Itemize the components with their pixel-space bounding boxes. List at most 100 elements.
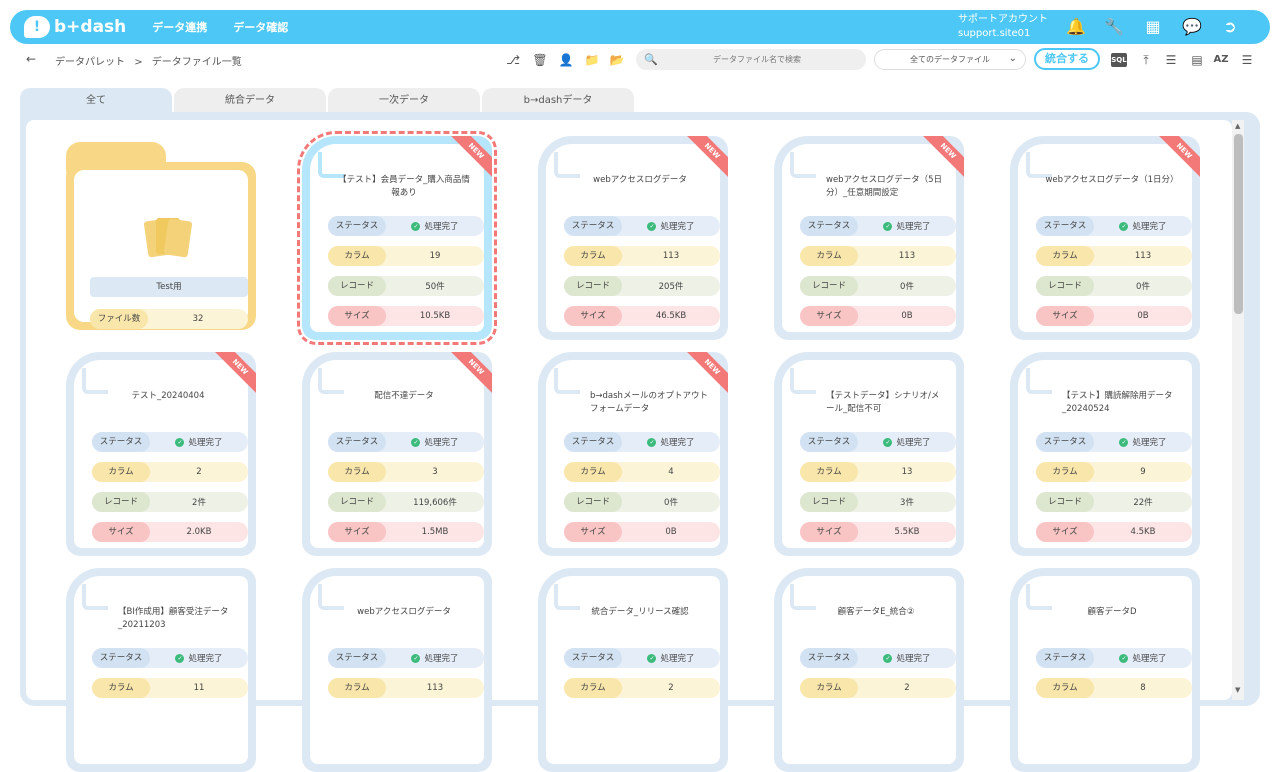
card-title: テスト_20240404: [131, 391, 205, 401]
upload-icon[interactable]: ⤒: [1143, 53, 1149, 67]
data-file-card[interactable]: 【BI作成用】顧客受注データ_20211203 ステータス ✓ 処理完了 カラム 11: [66, 568, 256, 772]
column-row: カラム 2: [92, 462, 248, 482]
status-value: ✓ 処理完了: [622, 652, 720, 664]
data-file-card[interactable]: 統合データ_リリース確認 ステータス ✓ 処理完了 カラム 2: [538, 568, 728, 772]
nav-data-integration[interactable]: データ連携: [152, 21, 208, 34]
size-row: サイズ 0B: [564, 522, 720, 542]
logout-icon[interactable]: ➲: [1223, 17, 1237, 36]
account-info[interactable]: サポートアカウント support.site01: [958, 13, 1048, 41]
breadcrumb: データパレット > データファイル一覧: [55, 53, 248, 68]
bell-icon[interactable]: 🔔: [1066, 17, 1086, 36]
column-label: カラム: [328, 678, 386, 698]
size-label: サイズ: [564, 522, 622, 542]
record-row: レコード 0件: [800, 276, 956, 296]
record-label: レコード: [800, 492, 858, 512]
status-value: ✓ 処理完了: [386, 652, 484, 664]
column-label: カラム: [1036, 246, 1094, 266]
record-row: レコード 0件: [564, 492, 720, 512]
column-row: カラム 113: [564, 246, 720, 266]
folder-move-icon[interactable]: 📁: [584, 53, 600, 67]
nav-data-confirm[interactable]: データ確認: [233, 21, 289, 34]
user-check-icon[interactable]: 👤: [558, 53, 574, 67]
size-value: 46.5KB: [655, 311, 687, 321]
column-row: カラム 19: [328, 246, 484, 266]
back-arrow-icon[interactable]: ←: [26, 52, 37, 66]
status-text: 処理完了: [1132, 438, 1167, 448]
tab-primary-data[interactable]: 一次データ: [328, 88, 480, 114]
logo-text: b+dash: [54, 17, 127, 37]
scroll-down-arrow-icon[interactable]: ▼: [1235, 686, 1241, 694]
grid-icon[interactable]: ▦: [1145, 17, 1161, 36]
file-count-label: ファイル数: [90, 309, 148, 329]
data-file-card[interactable]: 【テスト】会員データ_購入商品情報あり ステータス ✓ 処理完了 カラム 19 レコード 50…: [297, 131, 497, 345]
breadcrumb-separator: >: [134, 57, 143, 68]
file-filter-select[interactable]: 全てのデータファイル ⌄: [874, 49, 1026, 70]
size-value: 0B: [1137, 311, 1149, 321]
data-file-card[interactable]: 顧客データD ステータス ✓ 処理完了 カラム 8: [1010, 568, 1200, 772]
card-title: 顧客データE_統合②: [837, 607, 915, 617]
data-file-card[interactable]: 配信不達データ ステータス ✓ 処理完了 カラム 3 レコード 119,606件 サイズ 1.5M…: [302, 352, 492, 556]
search-icon: 🔍: [644, 53, 658, 66]
sql-icon[interactable]: SQL: [1111, 53, 1127, 67]
data-file-card[interactable]: 【テストデータ】シナリオ/メール_配信不可 ステータス ✓ 処理完了 カラム 13 レコード…: [774, 352, 964, 556]
logo[interactable]: ! b+dash: [24, 16, 126, 38]
merge-button[interactable]: 統合する: [1034, 48, 1100, 70]
tab-all[interactable]: 全て: [20, 88, 172, 114]
trash-icon[interactable]: 🗑: [532, 53, 548, 67]
page-fold-icon: [554, 152, 580, 178]
page-fold-icon: [554, 584, 580, 610]
search-input[interactable]: [662, 55, 852, 64]
breadcrumb-current: データファイル一覧: [151, 57, 242, 68]
folder-card[interactable]: Test用 ファイル数 32: [66, 142, 256, 330]
size-value: 2.0KB: [186, 527, 212, 537]
column-row: カラム 13: [800, 462, 956, 482]
data-file-card[interactable]: 【テスト】購読解除用データ_20240524 ステータス ✓ 処理完了 カラム 9 レコード…: [1010, 352, 1200, 556]
list-view-icon[interactable]: ☰: [1241, 53, 1253, 67]
status-label: ステータス: [1036, 432, 1094, 452]
sort-az-icon[interactable]: AZ: [1213, 54, 1229, 65]
column-value: 2: [196, 467, 202, 477]
chevron-down-icon: ⌄: [1008, 53, 1017, 64]
data-file-card[interactable]: webアクセスログデータ ステータス ✓ 処理完了 カラム 113 レコード 205件 サイズ 4…: [538, 136, 728, 340]
tab-bdash-data[interactable]: b→dashデータ: [482, 88, 634, 114]
column-value: 113: [662, 251, 680, 261]
column-label: カラム: [800, 462, 858, 482]
folder-add-icon[interactable]: 📂: [609, 53, 625, 67]
account-name: サポートアカウント: [958, 14, 1048, 25]
page-fold-icon: [1026, 584, 1052, 610]
column-label: カラム: [800, 246, 858, 266]
hierarchy-icon[interactable]: ⎇: [506, 53, 520, 67]
status-text: 処理完了: [896, 654, 931, 664]
status-label: ステータス: [564, 648, 622, 668]
data-file-card[interactable]: webアクセスログデータ ステータス ✓ 処理完了 カラム 113: [302, 568, 492, 772]
tab-merged-data[interactable]: 統合データ: [174, 88, 326, 114]
scrollbar-thumb[interactable]: [1234, 134, 1243, 314]
breadcrumb-data-palette[interactable]: データパレット: [55, 57, 125, 68]
status-value: ✓ 処理完了: [150, 652, 248, 664]
card-body: webアクセスログデータ（5日分）_任意期間設定 ステータス ✓ 処理完了 カラム 113…: [782, 144, 956, 332]
column-label: カラム: [800, 678, 858, 698]
check-circle-icon: ✓: [175, 654, 185, 663]
data-file-card[interactable]: テスト_20240404 ステータス ✓ 処理完了 カラム 2 レコード 2件 サイズ 2.0KB…: [66, 352, 256, 556]
list-filter-icon[interactable]: ☰: [1165, 53, 1177, 67]
data-file-card[interactable]: b→dashメールのオプトアウトフォームデータ ステータス ✓ 処理完了 カラム 4 レコー…: [538, 352, 728, 556]
page-fold-icon: [82, 368, 108, 394]
record-value: 2件: [192, 498, 206, 508]
card-title: 【BI作成用】顧客受注データ_20211203: [118, 607, 229, 630]
column-value: 19: [429, 251, 441, 261]
data-file-card[interactable]: webアクセスログデータ（1日分） ステータス ✓ 処理完了 カラム 113 レコード 0件サ…: [1010, 136, 1200, 340]
status-row: ステータス ✓ 処理完了: [92, 648, 248, 668]
data-file-card[interactable]: webアクセスログデータ（5日分）_任意期間設定 ステータス ✓ 処理完了 カラム 113…: [774, 136, 964, 340]
data-file-card[interactable]: 顧客データE_統合② ステータス ✓ 処理完了 カラム 2: [774, 568, 964, 772]
record-row: レコード 205件: [564, 276, 720, 296]
column-row: カラム 3: [328, 462, 484, 482]
chat-icon[interactable]: 💬: [1182, 17, 1202, 36]
wrench-icon[interactable]: 🔧: [1104, 17, 1124, 36]
scroll-up-arrow-icon[interactable]: ▲: [1235, 122, 1241, 130]
page-fold-icon: [790, 584, 816, 610]
document-icon[interactable]: ▤: [1191, 53, 1203, 67]
column-label: カラム: [1036, 678, 1094, 698]
check-circle-icon: ✓: [647, 222, 657, 231]
status-label: ステータス: [800, 648, 858, 668]
status-row: ステータス ✓ 処理完了: [564, 216, 720, 236]
